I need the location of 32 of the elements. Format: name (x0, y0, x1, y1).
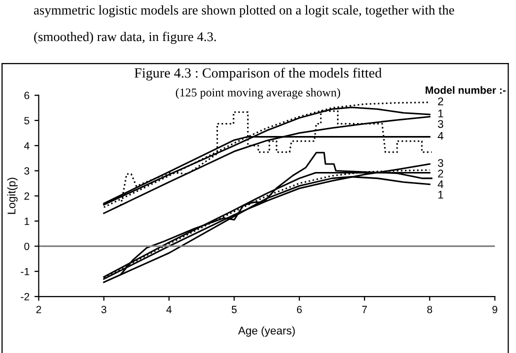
chart-title: Figure 4.3 : Comparison of the models fitted (134, 68, 382, 81)
x-tick-label: 3 (101, 306, 106, 314)
x-tick-label: 5 (232, 306, 237, 314)
series-label: 1 (438, 110, 444, 118)
legend-title: Model number :- (426, 86, 506, 94)
x-tick-label: 4 (166, 306, 172, 314)
x-axis-title: Age (years) (238, 326, 295, 337)
y-tick-label: 6 (24, 92, 30, 100)
chart-subtitle: (125 point moving average shown) (176, 88, 340, 99)
series-label: 3 (438, 120, 444, 128)
y-tick-label: 0 (24, 242, 30, 250)
y-tick-label: -1 (20, 268, 30, 276)
text: asymmetric logistic models are shown plotted on a logit scale, together with the (34, 5, 454, 18)
y-tick-label: 5 (24, 117, 30, 124)
y-tick-label: 4 (24, 142, 30, 150)
x-tick-label: 2 (36, 306, 42, 314)
series-label: 4 (438, 132, 444, 140)
x-tick-label: 8 (427, 306, 432, 314)
y-axis-title: Logit(p) (7, 178, 18, 214)
series-label: 4 (438, 180, 444, 188)
y-tick-label: 1 (24, 218, 30, 225)
y-tick-label: 3 (24, 167, 30, 175)
series-label: 2 (438, 170, 444, 178)
y-tick-label: 2 (24, 192, 30, 200)
series-label: 2 (438, 97, 444, 106)
y-tick-label: -2 (20, 293, 30, 300)
x-tick-label: 7 (362, 306, 367, 314)
text: (smoothed) raw data, in figure 4.3. (34, 32, 216, 44)
series-label: 1 (438, 190, 444, 199)
series-label: 3 (438, 159, 444, 167)
x-tick-label: 6 (296, 306, 302, 314)
x-tick-label: 9 (492, 306, 498, 314)
